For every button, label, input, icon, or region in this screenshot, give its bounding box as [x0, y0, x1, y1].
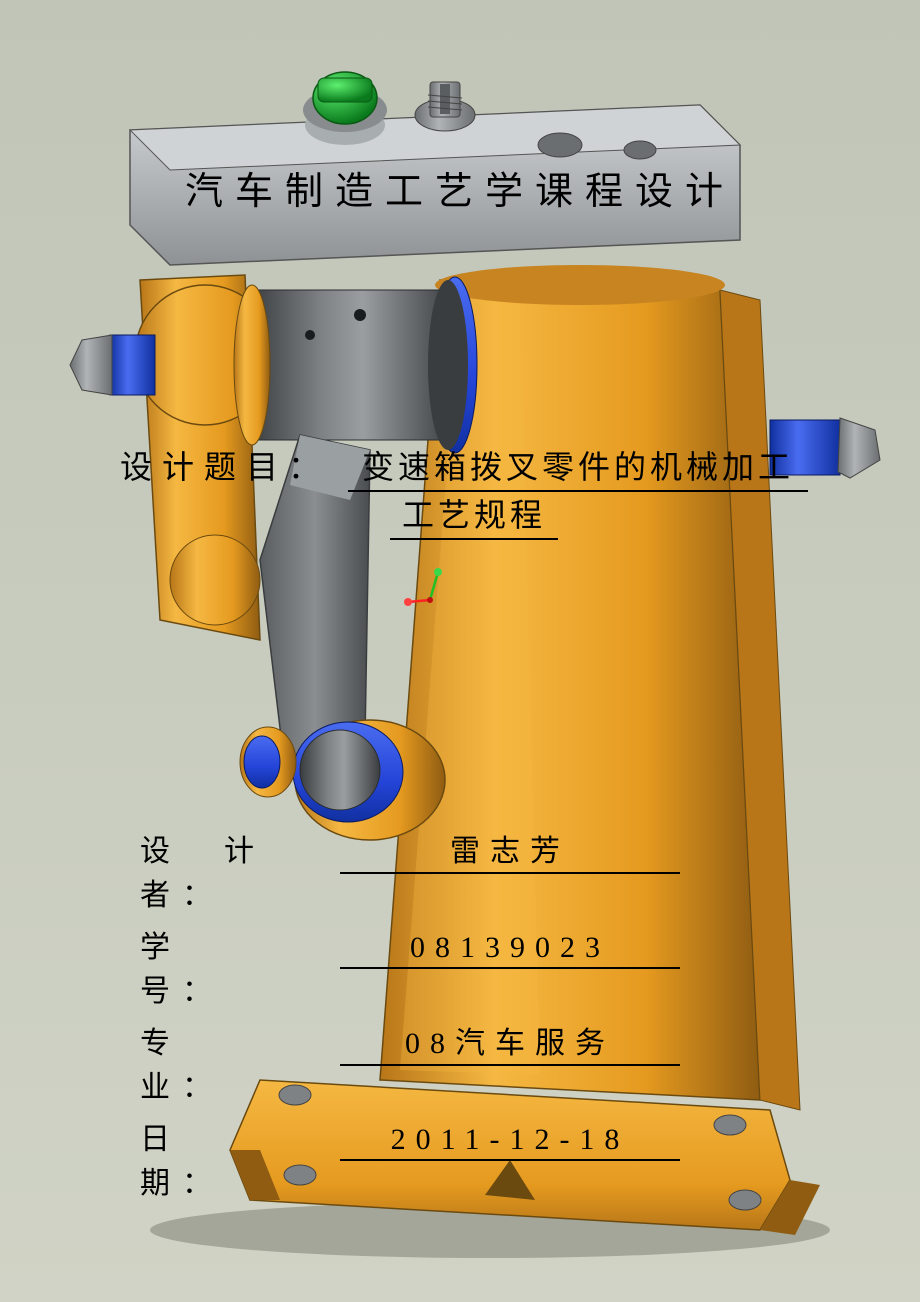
major-value: 08汽车服务 — [340, 1018, 680, 1066]
major-label: 专 业： — [140, 1018, 340, 1106]
topic-row: 设计题目： 变速箱拨叉零件的机械加工 — [120, 442, 808, 492]
topic-row-2: 工艺规程 — [390, 490, 558, 540]
topic-value-line1: 变速箱拨叉零件的机械加工 — [348, 442, 808, 492]
designer-row: 设 计 者： 雷志芳 — [140, 826, 680, 914]
student-id-value: 08139023 — [340, 931, 680, 969]
student-id-label: 学 号： — [140, 922, 340, 1010]
student-id-row: 学 号： 08139023 — [140, 922, 680, 1010]
major-row: 专 业： 08汽车服务 — [140, 1018, 680, 1106]
designer-label: 设 计 者： — [140, 826, 340, 914]
designer-value: 雷志芳 — [340, 826, 680, 874]
topic-value-line2: 工艺规程 — [390, 490, 558, 540]
axis-marker — [400, 560, 460, 620]
date-value: 2011-12-18 — [340, 1123, 680, 1161]
topic-label: 设计题目： — [120, 449, 330, 485]
date-row: 日 期： 2011-12-18 — [140, 1114, 680, 1202]
page-title: 汽车制造工艺学课程设计 — [0, 160, 920, 215]
info-block: 设 计 者： 雷志芳 学 号： 08139023 专 业： 08汽车服务 日 期… — [140, 826, 680, 1210]
date-label: 日 期： — [140, 1114, 340, 1202]
